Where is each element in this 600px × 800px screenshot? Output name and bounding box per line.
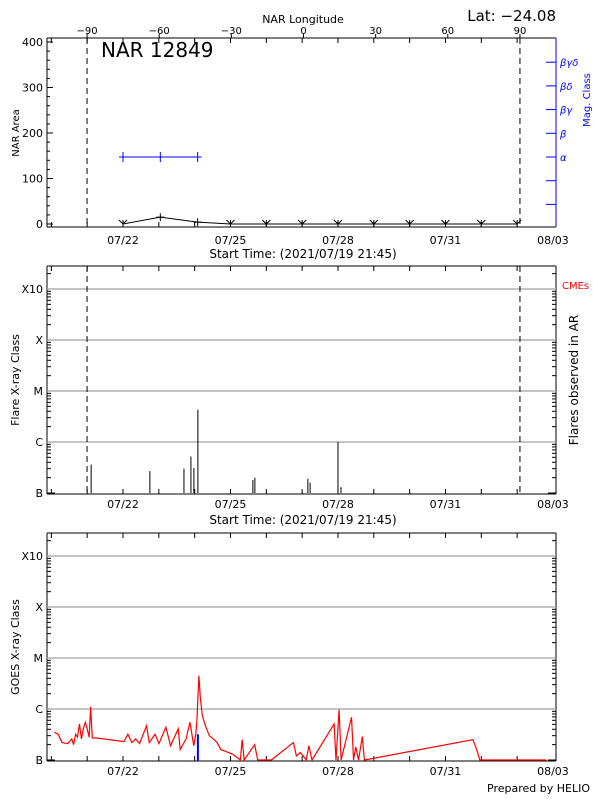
nar-title: NAR 12849 xyxy=(101,38,214,62)
panel1-xlabel: Start Time: (2021/07/19 21:45) xyxy=(209,247,396,261)
flares-observed-ylabel: Flares observed in AR xyxy=(567,315,581,445)
flare-class-panel: 07/22 07/25 07/28 07/31 08/03 B C M X X10 xyxy=(21,265,569,511)
x-tick-label: 07/22 xyxy=(107,498,139,511)
goes-flux-line xyxy=(54,675,547,762)
x-tick-label: 07/22 xyxy=(107,234,139,247)
nar-area-ylabel: NAR Area xyxy=(11,109,22,156)
latitude-label: Lat: −24.08 xyxy=(467,7,556,25)
mag-tick-label: βγδ xyxy=(559,58,578,69)
lon-tick-label: 60 xyxy=(441,26,454,37)
nar-area-panel: 07/22 07/25 07/28 07/31 08/030100200300400−9… xyxy=(22,26,578,247)
x-tick-label: 07/31 xyxy=(430,234,462,247)
x-tick-label: 07/28 xyxy=(322,765,354,778)
area-line xyxy=(122,216,518,225)
lon-tick-label: 90 xyxy=(514,26,527,37)
x-tick-label: 07/25 xyxy=(215,234,247,247)
credit-label: Prepared by HELIO xyxy=(487,782,590,795)
panel2-xlabel: Start Time: (2021/07/19 21:45) xyxy=(209,513,396,527)
x-tick-label: 08/03 xyxy=(537,765,569,778)
y-tick-label: X xyxy=(35,334,43,347)
top-axis-label: NAR Longitude xyxy=(262,13,344,26)
y-tick-label: B xyxy=(35,487,43,500)
x-tick-label: 07/25 xyxy=(215,498,247,511)
lon-tick-label: 30 xyxy=(369,26,382,37)
mag-tick-label: α xyxy=(560,153,567,164)
y-tick-label: C xyxy=(35,703,43,716)
mag-tick-label: βδ xyxy=(559,82,573,93)
lon-tick-label: −60 xyxy=(149,26,170,37)
x-tick-label: 08/03 xyxy=(537,234,569,247)
y-tick-label: 200 xyxy=(22,127,43,140)
mag-tick-label: β xyxy=(559,129,567,140)
y-tick-label: M xyxy=(34,385,44,398)
y-tick-label: 100 xyxy=(22,173,43,186)
goes-xray-panel: 07/22 07/25 07/28 07/31 08/03 B C M X X10 xyxy=(21,532,569,778)
mag-tick-label: βγ xyxy=(559,106,573,117)
x-tick-label: 07/28 xyxy=(322,234,354,247)
y-tick-label: 400 xyxy=(22,36,43,49)
goes-ylabel: GOES X-ray Class xyxy=(9,599,22,695)
y-tick-label: X xyxy=(35,601,43,614)
x-tick-label: 07/22 xyxy=(107,765,139,778)
flare-class-ylabel: Flare X-ray Class xyxy=(9,334,22,426)
x-tick-label: 07/31 xyxy=(430,765,462,778)
cmes-label: CMEs xyxy=(562,281,589,292)
mag-class-ylabel: Mag. Class xyxy=(582,73,593,127)
y-tick-label: X10 xyxy=(21,550,43,563)
lon-tick-label: 0 xyxy=(300,26,306,37)
x-tick-label: 08/03 xyxy=(537,498,569,511)
x-tick-label: 07/25 xyxy=(215,765,247,778)
y-tick-label: X10 xyxy=(21,283,43,296)
lon-tick-label: −90 xyxy=(76,26,97,37)
y-tick-label: C xyxy=(35,436,43,449)
lon-tick-label: −30 xyxy=(221,26,242,37)
y-tick-label: M xyxy=(34,652,44,665)
y-tick-label: 0 xyxy=(36,218,43,231)
x-tick-label: 07/31 xyxy=(430,498,462,511)
y-tick-label: 300 xyxy=(22,82,43,95)
x-tick-label: 07/28 xyxy=(322,498,354,511)
y-tick-label: B xyxy=(35,754,43,767)
